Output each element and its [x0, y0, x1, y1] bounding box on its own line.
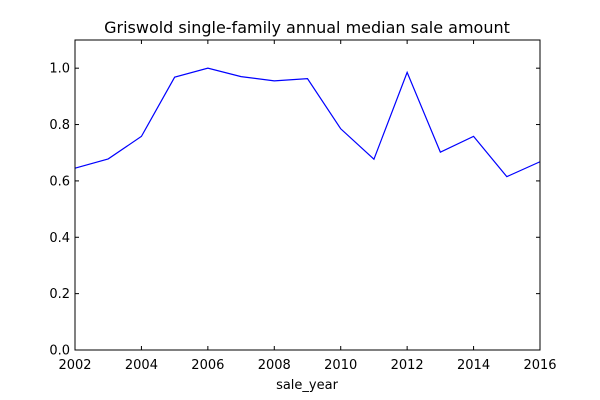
y-tick-label: 0.6: [49, 174, 70, 189]
series-line: [74, 67, 541, 178]
series-layer: [74, 67, 541, 178]
x-tick-label: 2004: [125, 358, 158, 373]
x-tick-label: 2012: [391, 358, 424, 373]
y-tick-label: 0.4: [49, 231, 70, 246]
x-axis-label: sale_year: [276, 378, 339, 393]
x-tick-label: 2014: [457, 358, 490, 373]
y-tick-label: 1.0: [49, 62, 70, 77]
x-tick-label: 2006: [191, 358, 224, 373]
y-tick-label: 0.0: [49, 344, 70, 359]
chart-title: Griswold single-family annual median sal…: [104, 18, 510, 37]
y-tick-label: 0.2: [49, 287, 70, 302]
plot-frame: [74, 39, 541, 351]
x-tick-label: 2016: [523, 358, 556, 373]
y-tick-label: 0.8: [49, 118, 70, 133]
x-tick-label: 2008: [258, 358, 291, 373]
x-tick-label: 2010: [324, 358, 357, 373]
x-tick-label: 2002: [58, 358, 91, 373]
ticks-layer: 2002 2004 2006 2008 2010 2012 2014 2016 0.0 0.2 0.…: [49, 40, 557, 373]
